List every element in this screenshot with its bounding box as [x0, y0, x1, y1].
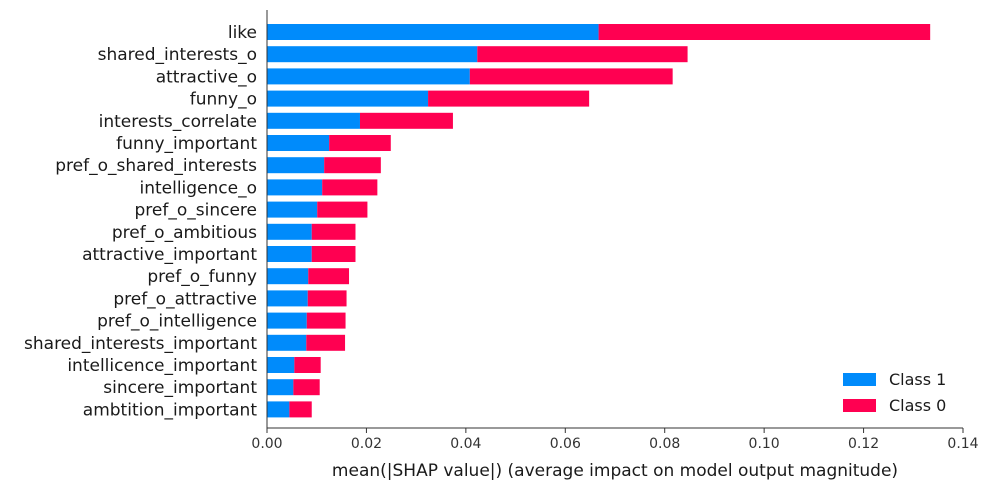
bar-shared_interests_important-series-0: [267, 334, 307, 351]
y-tick-label: shared_interests_o: [98, 45, 257, 65]
y-tick-label: interests_correlate: [99, 112, 257, 132]
y-tick-label: pref_o_ambitious: [112, 223, 257, 243]
x-ticks: 0.00 0.02 0.04 0.06 0.08 0.10 0.12 0.14: [251, 428, 979, 452]
bar-ambtition_important-series-1: [289, 401, 312, 418]
bar-attractive_o-series-1: [469, 68, 673, 85]
bar-intellicence_important-series-0: [267, 357, 295, 373]
bar-shared_interests_o-series-1: [477, 46, 688, 63]
bar-pref_o_shared_interests-series-1: [324, 157, 381, 174]
x-tick-label: 0.10: [749, 436, 780, 452]
bar-funny_o-series-0: [267, 90, 429, 107]
bars-layer: [267, 24, 931, 418]
y-tick-label: pref_o_sincere: [135, 201, 258, 221]
y-tick-label: sincere_important: [103, 378, 257, 398]
axes-layer: [266, 10, 963, 429]
x-tick-label: 0.14: [947, 436, 978, 452]
bar-pref_o_ambitious-series-1: [311, 223, 356, 240]
bar-pref_o_attractive-series-0: [267, 290, 308, 307]
x-tick-label: 0.12: [848, 436, 879, 452]
x-tick-label: 0.06: [550, 436, 581, 452]
x-tick-label: 0.08: [649, 436, 680, 452]
bar-pref_o_attractive-series-1: [307, 290, 347, 307]
x-tick-label: 0.02: [351, 436, 382, 452]
bar-shared_interests_o-series-0: [267, 46, 478, 63]
y-tick-label: like: [228, 23, 257, 43]
bar-funny_o-series-1: [428, 90, 590, 107]
legend-label: Class 0: [889, 396, 946, 415]
x-tick-label: 0.00: [251, 436, 282, 452]
bar-attractive_o-series-0: [267, 68, 470, 85]
bar-intelligence_o-series-0: [267, 179, 323, 196]
bar-like-series-0: [267, 24, 599, 40]
legend-label: Class 1: [889, 370, 946, 389]
bar-shared_interests_important-series-1: [306, 334, 346, 351]
y-tick-label: funny_important: [116, 134, 257, 154]
bar-intelligence_o-series-1: [322, 179, 378, 196]
bar-pref_o_intelligence-series-0: [267, 312, 307, 329]
bar-pref_o_funny-series-0: [267, 268, 309, 285]
bar-attractive_important-series-0: [267, 246, 312, 262]
y-tick-label: pref_o_shared_interests: [55, 156, 257, 176]
bar-ambtition_important-series-0: [267, 401, 290, 418]
bar-funny_important-series-0: [267, 135, 330, 151]
bar-interests_correlate-series-1: [359, 112, 453, 129]
bar-sincere_important-series-1: [293, 379, 320, 396]
y-tick-label: intellicence_important: [67, 356, 257, 376]
legend-swatch: [843, 399, 876, 412]
y-tick-label: funny_o: [190, 90, 257, 110]
bar-pref_o_shared_interests-series-0: [267, 157, 325, 174]
x-tick-label: 0.04: [450, 436, 481, 452]
bar-attractive_important-series-1: [311, 246, 356, 262]
y-tick-label: attractive_important: [82, 245, 257, 265]
y-tick-label: pref_o_attractive: [113, 289, 257, 309]
y-tick-label: attractive_o: [156, 67, 257, 87]
bar-funny_important-series-1: [329, 135, 391, 151]
y-tick-label: intelligence_o: [139, 178, 257, 198]
bar-like-series-1: [598, 24, 931, 40]
bar-interests_correlate-series-0: [267, 112, 360, 129]
y-tick-label: pref_o_funny: [147, 267, 257, 287]
bar-pref_o_sincere-series-1: [317, 201, 368, 218]
bar-sincere_important-series-0: [267, 379, 294, 396]
bar-intellicence_important-series-1: [294, 357, 321, 373]
y-tick-label: shared_interests_important: [24, 334, 257, 354]
bar-pref_o_funny-series-1: [308, 268, 350, 285]
x-axis-title: mean(|SHAP value|) (average impact on mo…: [332, 461, 898, 481]
legend: Class 1 Class 0: [843, 370, 946, 415]
y-tick-label: ambtition_important: [83, 400, 258, 420]
y-tick-label: pref_o_intelligence: [97, 312, 257, 332]
bar-pref_o_sincere-series-0: [267, 201, 318, 218]
bar-pref_o_intelligence-series-1: [306, 312, 346, 329]
legend-swatch: [843, 373, 876, 386]
bar-pref_o_ambitious-series-0: [267, 223, 312, 240]
